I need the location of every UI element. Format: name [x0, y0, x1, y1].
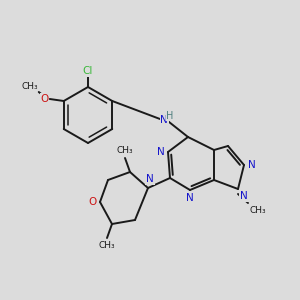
Text: N: N: [146, 174, 154, 184]
Text: N: N: [160, 115, 168, 125]
Text: Cl: Cl: [83, 66, 93, 76]
Text: CH₃: CH₃: [99, 241, 115, 250]
Text: CH₃: CH₃: [117, 146, 133, 155]
Text: N: N: [240, 191, 248, 201]
Text: N: N: [186, 193, 194, 203]
Text: O: O: [40, 94, 49, 104]
Text: O: O: [89, 197, 97, 207]
Text: CH₃: CH₃: [21, 82, 38, 91]
Text: N: N: [248, 160, 256, 170]
Text: H: H: [166, 111, 174, 121]
Text: N: N: [157, 147, 165, 157]
Text: CH₃: CH₃: [250, 206, 267, 215]
